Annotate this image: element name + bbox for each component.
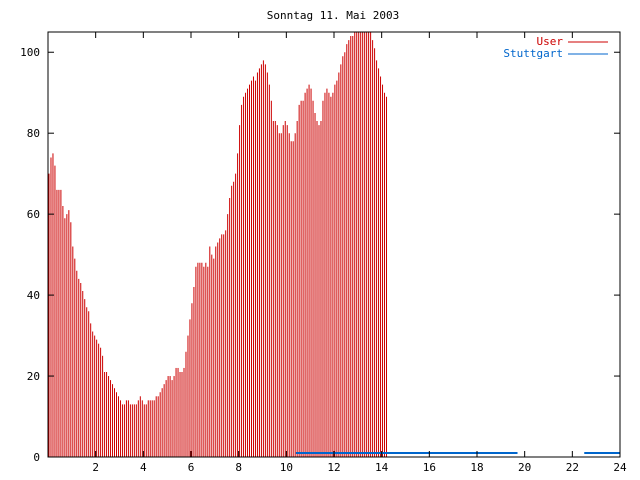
plot-frame [47, 31, 621, 458]
x-tick-label: 10 [280, 461, 293, 474]
y-tick-label: 40 [27, 289, 40, 302]
y-tick-label: 20 [27, 370, 40, 383]
legend-label: Stuttgart [503, 47, 563, 60]
x-tick-label: 14 [375, 461, 389, 474]
x-tick-label: 12 [327, 461, 340, 474]
legend-label: User [537, 35, 564, 48]
x-tick-label: 2 [92, 461, 99, 474]
y-tick-label: 60 [27, 208, 40, 221]
x-tick-label: 22 [566, 461, 579, 474]
y-tick-label: 0 [33, 451, 40, 464]
x-tick-label: 20 [518, 461, 531, 474]
y-tick-label: 100 [20, 46, 40, 59]
x-tick-label: 16 [423, 461, 436, 474]
chart-title: Sonntag 11. Mai 2003 [267, 9, 399, 22]
x-tick-label: 4 [140, 461, 147, 474]
x-tick-label: 6 [188, 461, 195, 474]
x-tick-label: 24 [613, 461, 627, 474]
x-tick-label: 18 [470, 461, 483, 474]
x-tick-label: 8 [235, 461, 242, 474]
plot-area [48, 32, 620, 457]
y-tick-label: 80 [27, 127, 40, 140]
